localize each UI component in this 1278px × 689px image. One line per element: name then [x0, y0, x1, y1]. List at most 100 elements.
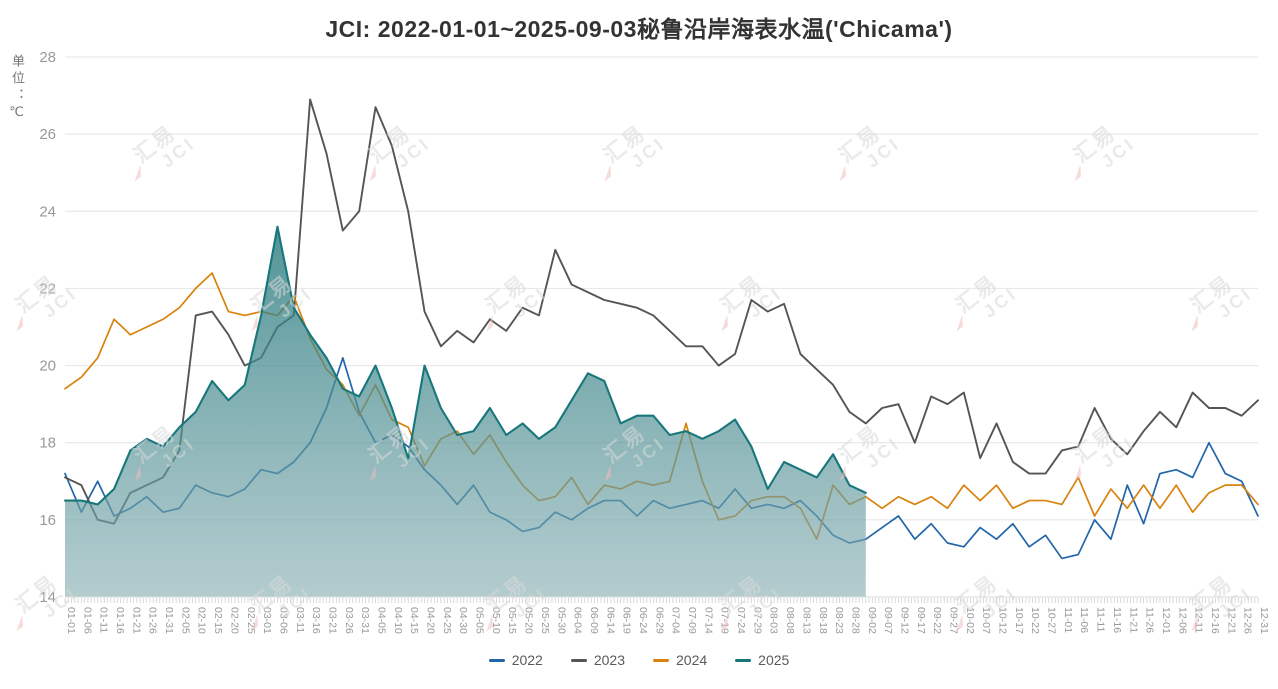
x-axis-tick-label: 05-30 [555, 607, 567, 634]
legend-swatch-2022 [488, 658, 505, 662]
y-axis-unit-label: 单位：℃ [10, 54, 25, 124]
x-axis-tick-label: 01-26 [147, 607, 159, 634]
x-axis-tick-label: 06-24 [637, 607, 649, 634]
x-axis-tick-label: 08-08 [784, 607, 796, 634]
x-axis-tick-label: 01-16 [114, 607, 126, 634]
y-axis-tick-label: 28 [39, 49, 56, 66]
x-axis-tick-label: 09-12 [898, 607, 910, 634]
x-axis-tick-label: 12-06 [1176, 607, 1188, 634]
chart-legend: 2022 2023 2024 2025 [0, 652, 1278, 668]
x-axis-tick-label: 12-26 [1242, 607, 1254, 634]
x-axis-tick-label: 01-31 [163, 607, 175, 634]
x-axis-tick-label: 01-11 [98, 607, 110, 633]
x-axis-tick-label: 09-22 [931, 607, 943, 634]
x-axis-tick-label: 08-28 [849, 607, 861, 634]
x-axis-tick-label: 07-24 [735, 607, 747, 634]
x-axis-tick-label: 04-05 [376, 607, 388, 634]
x-axis-tick-label: 12-11 [1193, 607, 1205, 633]
x-axis-tick-label: 12-16 [1209, 607, 1221, 634]
x-axis-tick-label: 05-05 [474, 607, 486, 634]
chart-title: JCI: 2022-01-01~2025-09-03秘鲁沿岸海表水温('Chic… [325, 16, 953, 42]
x-axis-tick-label: 03-06 [277, 607, 289, 634]
x-axis-tick-label: 10-02 [964, 607, 976, 634]
legend-label-2022: 2022 [511, 652, 543, 668]
y-axis-tick-label: 24 [39, 203, 56, 220]
x-axis-tick-label: 09-27 [947, 607, 959, 634]
x-axis-tick-label: 07-14 [702, 607, 714, 634]
x-axis-tick-label: 02-15 [212, 607, 224, 634]
x-axis-tick-label: 04-25 [441, 607, 453, 634]
x-axis-tick-label: 11-26 [1144, 607, 1156, 633]
x-axis-tick-label: 10-17 [1013, 607, 1025, 634]
x-axis-tick-label: 10-27 [1046, 607, 1058, 634]
y-axis-tick-label: 16 [39, 512, 56, 529]
x-axis-tick-label: 12-21 [1225, 607, 1237, 634]
x-axis-tick-label: 08-03 [768, 607, 780, 634]
y-axis-tick-label: 22 [39, 280, 56, 297]
x-axis-tick-label: 02-10 [196, 607, 208, 634]
x-axis-tick-label: 09-17 [915, 607, 927, 634]
y-axis-tick-label: 18 [39, 435, 56, 452]
x-axis-tick-label: 06-29 [653, 607, 665, 634]
x-axis-tick-label: 06-09 [588, 607, 600, 634]
x-axis-tick-label: 07-04 [670, 607, 682, 634]
x-axis-tick-label: 05-20 [523, 607, 535, 634]
x-axis-tick-label: 11-11 [1095, 607, 1107, 632]
legend-label-2025: 2025 [758, 652, 790, 668]
x-axis-tick-label: 11-06 [1078, 607, 1090, 633]
x-axis-tick-label: 07-09 [686, 607, 698, 634]
legend-swatch-2023 [570, 658, 587, 662]
x-axis-tick-label: 04-10 [392, 607, 404, 634]
x-axis-tick-label: 11-01 [1062, 607, 1074, 633]
legend-item-2024[interactable]: 2024 [653, 652, 707, 668]
x-axis-tick-label: 11-16 [1111, 607, 1123, 633]
x-axis-tick-label: 04-15 [408, 607, 420, 634]
x-axis-tick-label: 02-20 [228, 607, 240, 634]
x-axis-tick-label: 01-06 [81, 607, 93, 634]
y-axis-tick-label: 14 [39, 589, 56, 606]
legend-label-2024: 2024 [676, 652, 708, 668]
x-axis-tick-label: 11-21 [1127, 607, 1139, 633]
legend-item-2022[interactable]: 2022 [488, 652, 543, 668]
x-axis-tick-label: 07-29 [751, 607, 763, 634]
x-axis-tick-label: 10-07 [980, 607, 992, 634]
x-axis-tick-label: 03-11 [294, 607, 306, 633]
x-axis-tick-label: 06-19 [621, 607, 633, 634]
x-axis-tick-label: 03-26 [343, 607, 355, 634]
x-axis-tick-label: 05-10 [490, 607, 502, 634]
y-axis-tick-label: 26 [39, 126, 56, 143]
x-axis-tick-label: 04-30 [457, 607, 469, 634]
x-axis-tick-label: 12-31 [1258, 607, 1270, 634]
x-axis-tick-label: 03-21 [326, 607, 338, 634]
x-axis-tick-label: 03-16 [310, 607, 322, 634]
x-axis-tick-label: 04-20 [425, 607, 437, 634]
legend-item-2025[interactable]: 2025 [735, 652, 789, 668]
x-axis-tick-label: 10-22 [1029, 607, 1041, 634]
series-area-2025 [65, 226, 866, 597]
legend-label-2023: 2023 [593, 652, 625, 668]
legend-swatch-2025 [735, 658, 752, 662]
x-axis-tick-label: 02-05 [179, 607, 191, 634]
x-axis-tick-label: 06-04 [572, 607, 584, 634]
x-axis-tick-label: 09-07 [882, 607, 894, 634]
x-axis-tick-label: 07-19 [719, 607, 731, 634]
x-axis-tick-label: 05-25 [539, 607, 551, 634]
legend-swatch-2024 [653, 658, 669, 662]
x-axis-tick-label: 02-25 [245, 607, 257, 634]
series-line-2025 [63, 225, 867, 506]
x-axis-tick-label: 03-01 [261, 607, 273, 634]
x-axis-tick-label: 12-01 [1160, 607, 1172, 634]
x-axis-tick-label: 03-31 [359, 607, 371, 634]
legend-item-2023[interactable]: 2023 [570, 652, 625, 668]
x-axis-tick-label: 08-23 [833, 607, 845, 634]
y-axis-tick-label: 20 [39, 358, 56, 375]
x-axis-tick-label: 08-13 [800, 607, 812, 634]
x-axis-tick-label: 10-12 [997, 607, 1009, 634]
x-axis-tick-label: 01-21 [130, 607, 142, 634]
x-axis-tick-label: 09-02 [866, 607, 878, 634]
x-axis-tick-label: 01-01 [65, 607, 77, 634]
x-axis-tick-label: 05-15 [506, 607, 518, 634]
x-axis-tick-label: 06-14 [604, 607, 616, 634]
